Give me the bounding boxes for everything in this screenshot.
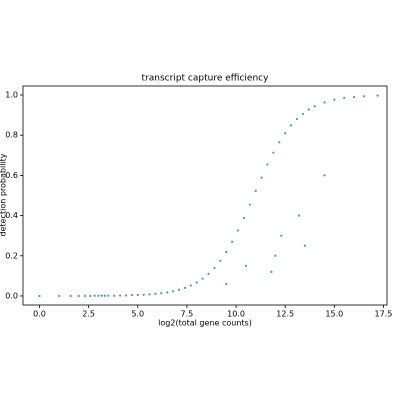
x-axis-label: log2(total gene counts) [158,319,252,328]
point [189,284,192,287]
point [69,294,72,298]
plot-frame [22,85,388,306]
point [124,294,128,297]
point [244,264,247,267]
x-tick-label: 17.5 [375,310,393,319]
point [136,293,139,297]
x-tick-label: 7.5 [181,310,194,319]
point [272,151,275,154]
point [207,272,210,275]
point [172,290,175,293]
x-tick-label: 0.0 [33,310,46,319]
point [362,95,365,98]
point [77,294,80,298]
point [130,294,133,297]
point [107,294,110,297]
x-tick-label: 2.5 [82,310,95,319]
point [266,163,269,166]
point [254,189,257,192]
point [166,291,169,294]
point [242,216,246,220]
x-tick-label: 5.0 [131,310,144,319]
point [280,234,283,237]
y-tick-label: 0.0 [5,291,18,300]
point [270,270,273,273]
point [225,282,228,286]
point [352,95,356,99]
point [58,294,61,298]
point [323,174,326,177]
point [274,254,277,257]
point [376,94,379,97]
point [297,214,301,217]
point [93,294,96,297]
point [313,105,316,108]
point [100,294,103,297]
point [260,176,263,179]
point [177,288,181,291]
point [248,203,251,206]
point [289,124,293,127]
point [118,294,122,297]
point [307,108,310,111]
y-tick-label: 1.0 [5,91,18,100]
point [284,132,287,135]
point [84,294,87,298]
y-tick-label: 0.6 [5,171,18,180]
point [303,244,306,247]
point [213,266,216,270]
y-tick-label: 0.4 [5,211,18,220]
point [225,250,228,254]
point [103,294,106,297]
point [231,240,234,244]
y-axis-label: detection probability [0,153,8,236]
x-tick-label: 12.5 [276,310,294,319]
point [201,277,204,280]
point [301,112,304,116]
point [160,292,163,295]
point [148,293,151,296]
y-tick-label: 0.2 [5,251,18,260]
point [142,293,145,296]
point [195,281,198,284]
point [38,294,41,298]
point [219,259,222,262]
point [113,294,116,297]
chart-title: transcript capture efficiency [142,74,270,84]
point [154,292,157,295]
point [278,141,281,144]
point [183,286,187,290]
point [236,229,240,232]
point [333,98,336,101]
y-tick-label: 0.8 [5,131,18,140]
x-tick-label: 10.0 [227,310,245,319]
point [323,101,326,104]
point [97,294,100,297]
point [343,96,346,100]
point [295,117,299,121]
x-tick-label: 15.0 [325,310,343,319]
point [89,294,92,298]
